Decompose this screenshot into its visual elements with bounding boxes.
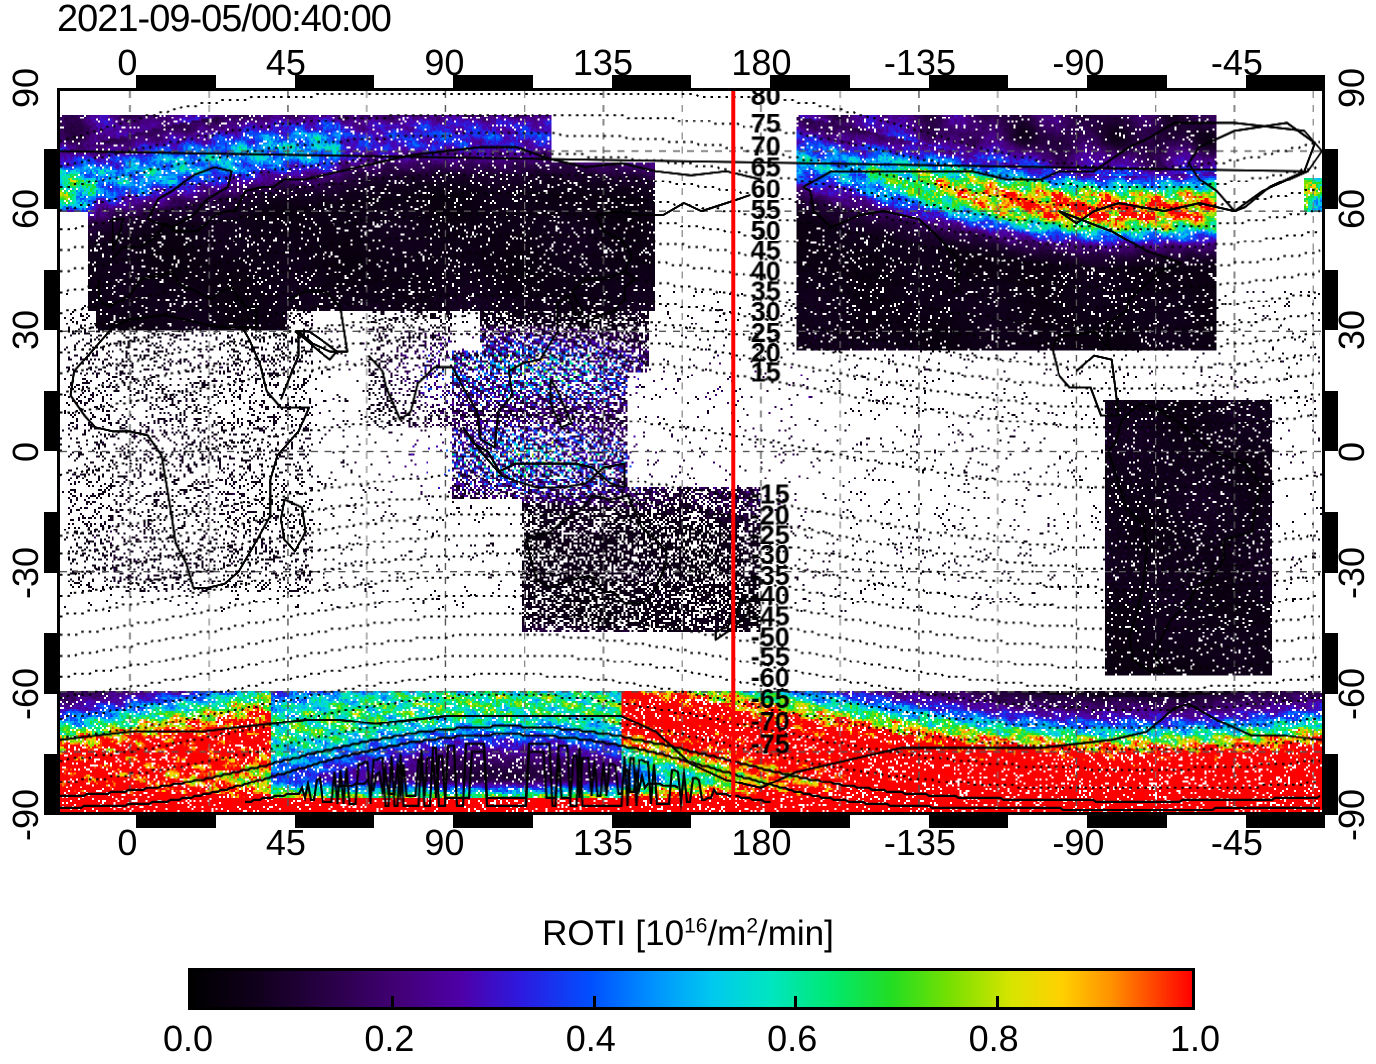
y-tick-bar-left [44,88,57,815]
y-tick-segment [1325,148,1338,210]
y-tick-segment [1325,754,1338,815]
colorbar-title-tail2: /min] [758,914,834,953]
y-tick-segment [44,148,57,210]
x-axis-label-bottom: 90 [424,822,465,863]
map-overlay-canvas [60,91,1322,812]
x-axis-label-top: 135 [572,42,633,83]
x-axis-label-bottom: 180 [731,822,792,863]
y-tick-segment [44,512,57,573]
colorbar-tick-mark [592,996,596,1007]
y-axis-label-left: 0 [5,441,46,462]
y-axis-label-left: 60 [5,189,46,230]
x-axis-label-top: -90 [1052,42,1105,83]
colorbar-tick-mark [995,996,999,1007]
colorbar-tick-label: 0.6 [767,1018,818,1059]
x-tick-segment [136,75,216,88]
y-axis-label-right: 90 [1331,67,1372,109]
x-axis-label-top: -135 [883,42,956,83]
y-tick-segment [44,754,57,815]
y-tick-segment [44,390,57,452]
map-canvas-wrapper [60,91,1322,812]
x-tick-segment [611,75,691,88]
y-tick-segment [1325,269,1338,331]
x-tick-segment [770,815,850,828]
x-tick-segment [453,815,533,828]
map-plot-area [57,88,1325,815]
y-tick-segment [1325,512,1338,573]
colorbar-tick-label: 0.8 [968,1018,1019,1059]
colorbar-title-exponent2: 2 [746,914,759,938]
y-axis-label-right: 0 [1331,441,1372,462]
x-axis-label-top: 45 [265,42,306,83]
x-tick-segment [1087,815,1167,828]
colorbar-tick-label: 0.2 [364,1018,415,1059]
x-axis-label-bottom: -90 [1052,822,1105,863]
colorbar-title: ROTI [1016/m2/min] [542,914,834,954]
x-axis-label-top: 90 [424,42,465,83]
colorbar-tick-label: 0.4 [565,1018,616,1059]
x-axis-label-bottom: 45 [265,822,306,863]
y-tick-segment [1325,390,1338,452]
x-axis-label-bottom: 0 [117,822,138,863]
colorbar-gradient [191,971,1192,1007]
x-tick-bar-top [57,75,1325,88]
x-axis-label-top: -45 [1210,42,1263,83]
x-axis-label-top: 0 [117,42,138,83]
colorbar-tick-label: 0.0 [162,1018,214,1059]
x-tick-segment [1245,815,1325,828]
y-axis-label-left: 30 [5,310,46,351]
x-tick-segment [1245,75,1325,88]
y-tick-segment [44,633,57,694]
y-axis-label-right: 60 [1331,189,1372,230]
y-tick-segment [44,269,57,331]
x-axis-label-bottom: -135 [883,822,956,863]
x-tick-segment [136,815,216,828]
y-axis-label-right: -90 [1331,788,1372,842]
x-axis-label-bottom: 135 [572,822,633,863]
colorbar-title-main: ROTI [10 [542,914,685,953]
colorbar-title-exponent: 16 [684,914,708,938]
x-tick-bar-bottom [57,815,1325,828]
colorbar-tick-mark [794,996,798,1007]
page-title: 2021-09-05/00:40:00 [57,0,392,40]
y-axis-label-left: 90 [5,67,46,109]
x-tick-segment [1087,75,1167,88]
y-axis-label-right: -30 [1331,546,1372,599]
x-tick-segment [928,75,1008,88]
x-tick-segment [453,75,533,88]
x-tick-segment [294,75,374,88]
y-tick-bar-right [1325,88,1338,815]
y-tick-segment [1325,633,1338,694]
x-tick-segment [611,815,691,828]
y-axis-label-left: -60 [5,667,46,720]
y-axis-label-right: 30 [1331,310,1372,351]
y-axis-label-left: -30 [5,546,46,599]
y-axis-label-right: -60 [1331,667,1372,720]
y-axis-label-left: -90 [5,788,46,842]
x-axis-label-top: 180 [731,42,792,83]
x-tick-segment [928,815,1008,828]
x-tick-segment [770,75,850,88]
colorbar [188,968,1195,1010]
colorbar-title-tail: /m [707,914,747,953]
colorbar-tick-mark [391,996,395,1007]
colorbar-tick-label: 1.0 [1169,1018,1221,1059]
x-tick-segment [294,815,374,828]
x-axis-label-bottom: -45 [1210,822,1263,863]
